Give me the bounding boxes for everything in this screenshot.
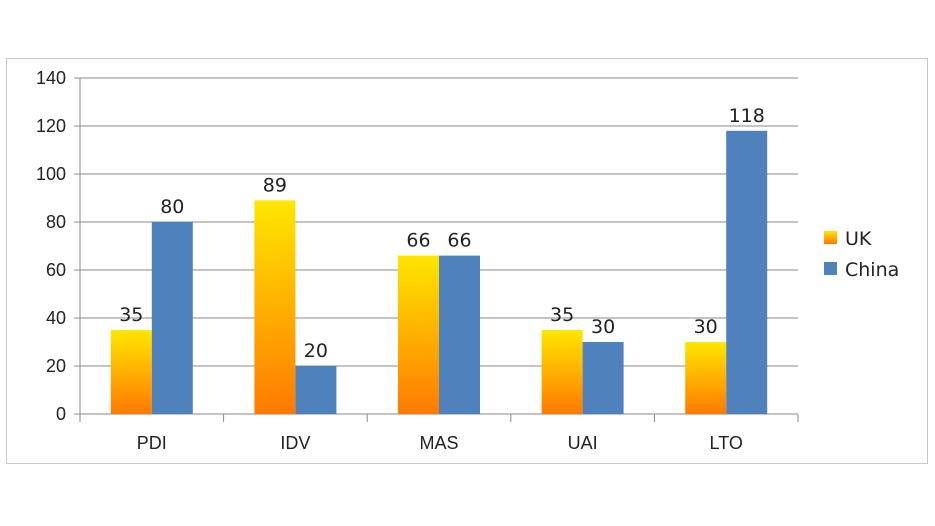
y-tick-label: 140 <box>36 68 66 88</box>
data-label: 80 <box>160 196 184 218</box>
bar-china-lto <box>726 130 768 415</box>
y-tick-label: 100 <box>36 164 66 184</box>
axes: 0 20 40 60 80 100 120 140 PDI IDV MAS UAI LTO <box>36 68 799 453</box>
x-tick-label: UAI <box>568 433 598 453</box>
x-tick-label: PDI <box>137 433 167 453</box>
legend-label-china: China <box>845 259 899 281</box>
legend-swatch-china <box>824 262 837 275</box>
x-tick-label: LTO <box>710 433 743 453</box>
data-label: 20 <box>304 340 328 362</box>
x-tick-label: IDV <box>280 433 310 453</box>
bar-uk-mas <box>398 255 439 414</box>
bar-uk-lto <box>685 342 727 414</box>
legend-label-uk: UK <box>845 228 872 250</box>
y-tick-label: 120 <box>36 116 66 136</box>
data-labels: 35 80 89 20 66 66 35 30 30 118 <box>119 105 765 362</box>
legend: UK China <box>824 228 899 281</box>
bar-uk-pdi <box>110 330 152 414</box>
legend-swatch-uk <box>824 231 837 244</box>
data-label: 118 <box>729 105 765 127</box>
y-tick-label: 80 <box>46 212 66 232</box>
data-label: 30 <box>591 316 615 338</box>
data-label: 66 <box>406 230 430 252</box>
bars <box>110 130 768 415</box>
data-label: 89 <box>263 174 287 196</box>
bar-uk-idv <box>254 200 296 414</box>
bar-china-idv <box>295 366 337 414</box>
data-label: 30 <box>694 316 718 338</box>
data-label: 35 <box>550 304 574 326</box>
bar-china-mas <box>439 255 480 414</box>
y-tick-label: 20 <box>46 356 66 376</box>
chart-frame: 0 20 40 60 80 100 120 140 PDI IDV MAS UAI LTO 35 80 89… <box>6 58 928 464</box>
y-tick-label: 60 <box>46 260 66 280</box>
y-tick-label: 0 <box>56 404 66 424</box>
bar-uk-uai <box>541 330 583 414</box>
x-tick-label: MAS <box>419 433 458 453</box>
bar-china-uai <box>582 342 624 414</box>
bar-chart: 0 20 40 60 80 100 120 140 PDI IDV MAS UAI LTO 35 80 89… <box>36 68 899 453</box>
data-label: 35 <box>119 304 143 326</box>
y-tick-label: 40 <box>46 308 66 328</box>
data-label: 66 <box>447 230 471 252</box>
bar-china-pdi <box>151 222 193 414</box>
